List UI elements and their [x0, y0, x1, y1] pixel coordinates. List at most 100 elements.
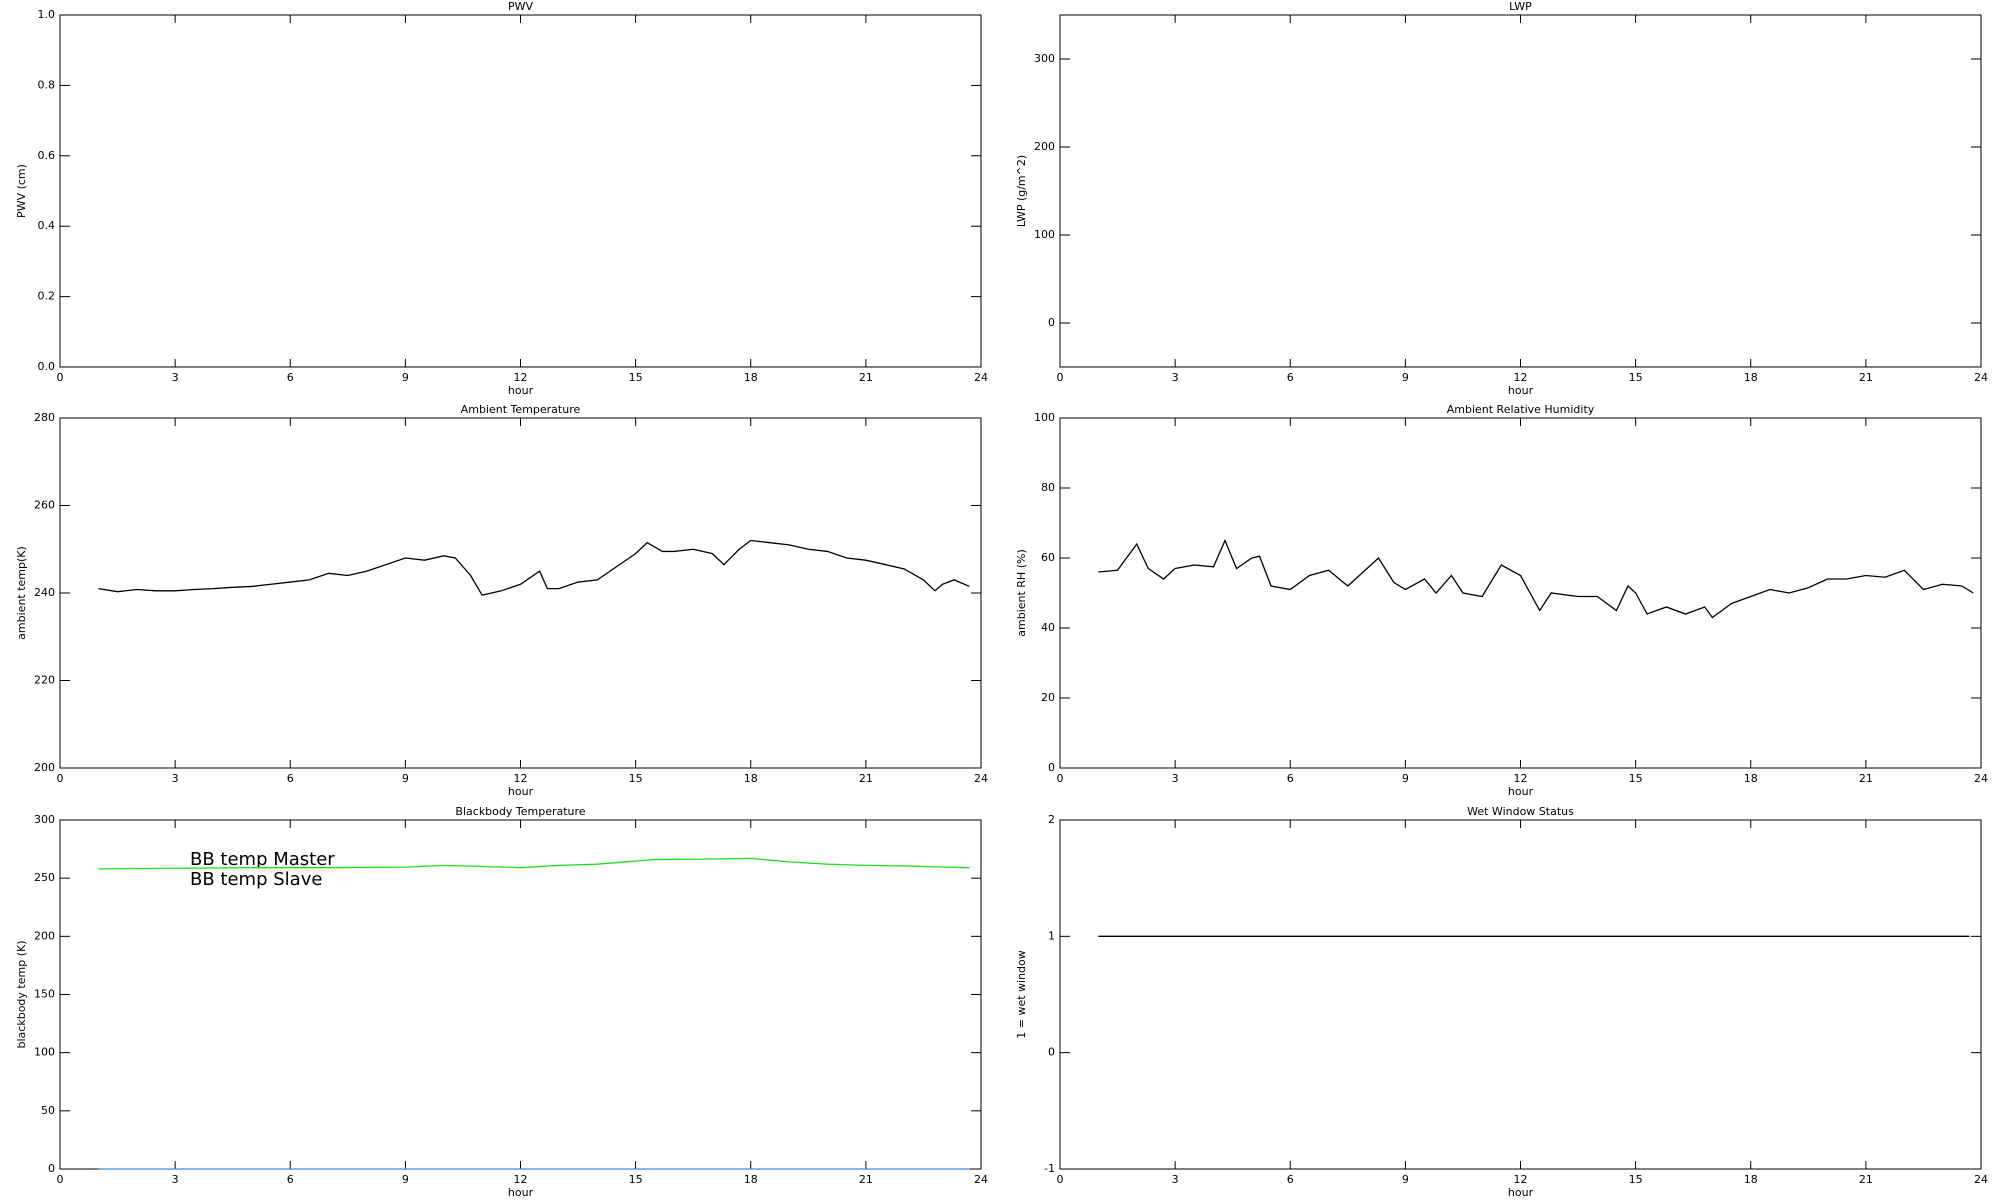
y-tick-label: 80	[1041, 481, 1055, 494]
chart-title: PWV	[508, 0, 534, 13]
x-tick-label: 18	[1744, 1173, 1758, 1186]
y-tick-label: -1	[1044, 1162, 1055, 1175]
plot-frame	[1059, 819, 1982, 1170]
x-tick-label: 15	[629, 371, 643, 384]
x-tick-label: 24	[1974, 1173, 1988, 1186]
x-tick-label: 0	[1057, 772, 1064, 785]
x-tick-label: 12	[1514, 371, 1528, 384]
y-tick-label: 1	[1048, 929, 1055, 942]
x-tick-label: 18	[1744, 371, 1758, 384]
y-tick-label: 220	[34, 674, 55, 687]
y-axis-label: ambient RH (%)	[1015, 549, 1028, 637]
y-tick-label: 200	[1034, 140, 1055, 153]
x-axis-label: hour	[1508, 384, 1534, 397]
y-tick-label: 100	[1034, 411, 1055, 424]
y-tick-label: 0	[1048, 761, 1055, 774]
y-tick-label: 250	[34, 871, 55, 884]
y-tick-label: 200	[34, 929, 55, 942]
y-axis-label: PWV (cm)	[15, 164, 28, 218]
x-tick-label: 9	[402, 371, 409, 384]
plot-frame	[59, 417, 982, 769]
y-tick-label: 60	[1041, 551, 1055, 564]
x-tick-label: 24	[1974, 772, 1988, 785]
x-tick-label: 0	[57, 772, 64, 785]
x-tick-label: 18	[744, 772, 758, 785]
chart-title: Ambient Temperature	[461, 403, 581, 416]
y-tick-label: 0.2	[38, 290, 56, 303]
x-tick-label: 9	[402, 772, 409, 785]
chart-title: Ambient Relative Humidity	[1447, 403, 1595, 416]
x-tick-label: 24	[974, 371, 988, 384]
x-tick-label: 0	[1057, 371, 1064, 384]
y-axis-label: blackbody temp (K)	[15, 941, 28, 1049]
x-tick-label: 0	[1057, 1173, 1064, 1186]
x-tick-label: 21	[859, 1173, 873, 1186]
x-tick-label: 3	[172, 1173, 179, 1186]
x-axis-label: hour	[1508, 785, 1534, 798]
y-tick-label: 0	[48, 1162, 55, 1175]
x-tick-label: 18	[1744, 772, 1758, 785]
x-tick-label: 6	[1287, 371, 1294, 384]
y-tick-label: 0.8	[38, 78, 56, 91]
x-tick-label: 21	[1859, 1173, 1873, 1186]
x-tick-label: 21	[1859, 371, 1873, 384]
x-axis-label: hour	[508, 384, 534, 397]
x-tick-label: 9	[402, 1173, 409, 1186]
y-tick-label: 200	[34, 761, 55, 774]
x-tick-label: 6	[1287, 1173, 1294, 1186]
x-tick-label: 24	[1974, 371, 1988, 384]
y-tick-label: 300	[1034, 52, 1055, 65]
x-tick-label: 21	[859, 371, 873, 384]
chart-panel: Ambient Relative Humidity hour ambient RH …	[1015, 403, 1988, 798]
chart-title: Wet Window Status	[1467, 805, 1574, 818]
y-tick-label: 240	[34, 586, 55, 599]
y-tick-label: 0.4	[38, 219, 56, 232]
x-tick-label: 18	[744, 371, 758, 384]
y-axis-label: LWP (g/m^2)	[1015, 155, 1028, 227]
legend-label: BB temp Master	[190, 849, 335, 870]
x-axis-label: hour	[1508, 1186, 1534, 1199]
x-tick-label: 12	[1514, 1173, 1528, 1186]
x-tick-label: 6	[287, 371, 294, 384]
plot-frame	[1059, 14, 1982, 368]
x-tick-label: 12	[514, 772, 528, 785]
x-tick-label: 0	[57, 1173, 64, 1186]
y-axis-label: ambient temp(K)	[15, 546, 28, 640]
y-tick-label: 0	[1048, 1046, 1055, 1059]
x-tick-label: 21	[1859, 772, 1873, 785]
x-tick-label: 0	[57, 371, 64, 384]
y-tick-label: 150	[34, 988, 55, 1001]
y-tick-label: 0.0	[38, 360, 56, 373]
x-tick-label: 3	[1172, 371, 1179, 384]
x-tick-label: 15	[1629, 1173, 1643, 1186]
x-tick-label: 9	[1402, 1173, 1409, 1186]
x-tick-label: 15	[1629, 772, 1643, 785]
y-tick-label: 100	[34, 1046, 55, 1059]
chart-title: Blackbody Temperature	[455, 805, 585, 818]
x-tick-label: 12	[514, 1173, 528, 1186]
chart-panel: Ambient Temperature hour ambient temp(K) 0 3…	[15, 403, 988, 798]
plot-frame	[59, 14, 982, 368]
x-tick-label: 9	[1402, 371, 1409, 384]
y-tick-label: 40	[1041, 621, 1055, 634]
legend-label: BB temp Slave	[190, 869, 322, 890]
data-line	[98, 539, 970, 596]
x-tick-label: 15	[629, 772, 643, 785]
y-tick-label: 0	[1048, 316, 1055, 329]
x-tick-label: 15	[629, 1173, 643, 1186]
y-tick-label: 2	[1048, 813, 1055, 826]
y-tick-label: 20	[1041, 691, 1055, 704]
x-tick-label: 24	[974, 1173, 988, 1186]
x-tick-label: 6	[287, 1173, 294, 1186]
x-tick-label: 3	[172, 371, 179, 384]
x-tick-label: 12	[1514, 772, 1528, 785]
plot-frame	[1059, 417, 1982, 769]
x-tick-label: 6	[1287, 772, 1294, 785]
x-tick-label: 6	[287, 772, 294, 785]
y-tick-label: 100	[1034, 228, 1055, 241]
x-tick-label: 21	[859, 772, 873, 785]
x-tick-label: 18	[744, 1173, 758, 1186]
chart-panel: Blackbody Temperature hour blackbody temp …	[15, 805, 988, 1199]
y-tick-label: 1.0	[38, 8, 56, 21]
